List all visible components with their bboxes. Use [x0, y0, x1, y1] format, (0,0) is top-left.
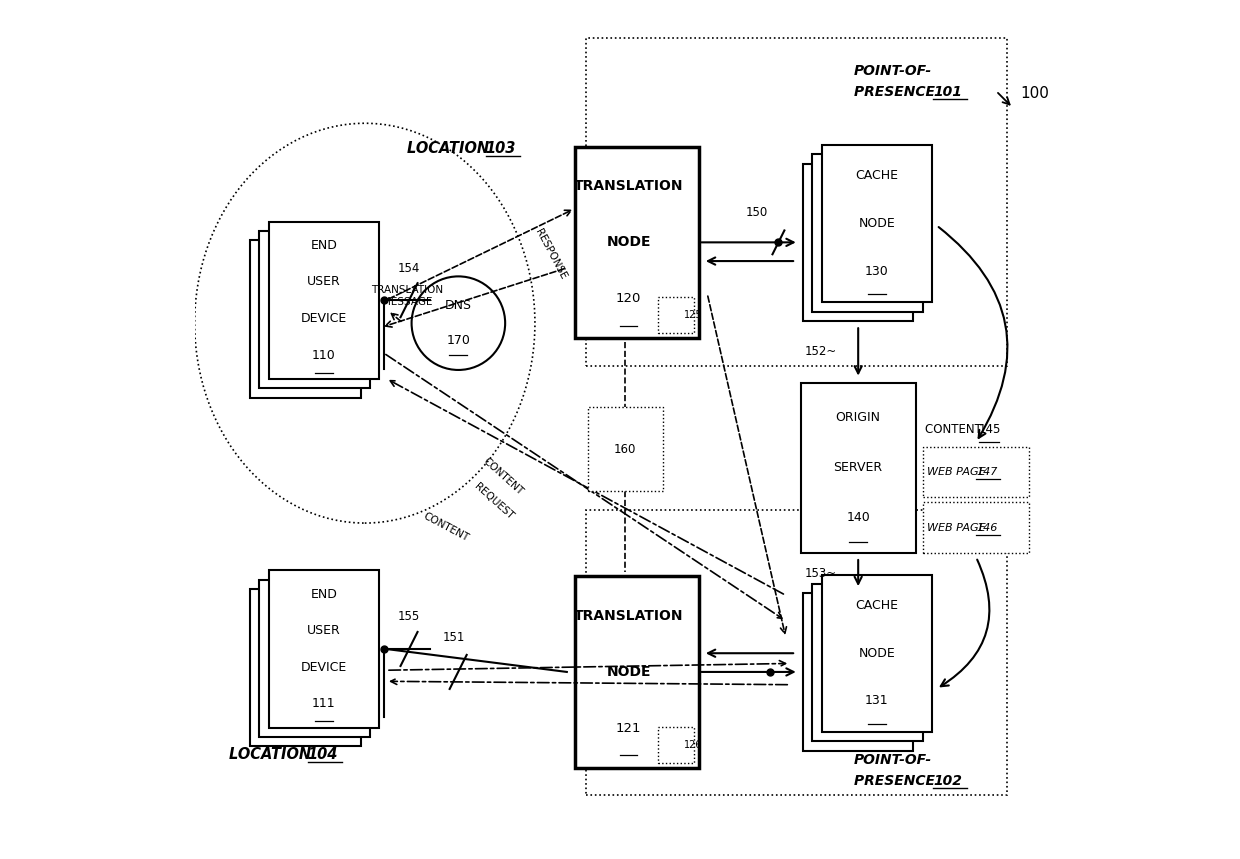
Bar — [588, 407, 662, 490]
Text: LOCATION: LOCATION — [228, 747, 316, 762]
Text: 102: 102 — [932, 774, 962, 788]
Bar — [822, 575, 932, 732]
Text: END: END — [310, 239, 337, 252]
Text: 147: 147 — [976, 466, 998, 477]
Text: 146: 146 — [976, 522, 998, 533]
Text: CONTENT: CONTENT — [925, 423, 985, 436]
Text: 152~: 152~ — [805, 345, 837, 358]
Text: TRANSLATION: TRANSLATION — [574, 609, 683, 623]
Text: 151: 151 — [443, 631, 465, 644]
Text: DEVICE: DEVICE — [301, 312, 347, 325]
Text: DNS: DNS — [445, 299, 472, 312]
Bar — [801, 383, 915, 553]
Bar — [923, 503, 1029, 553]
Text: WEB PAGE: WEB PAGE — [928, 522, 990, 533]
Text: 101: 101 — [932, 85, 962, 99]
Text: 111: 111 — [312, 698, 336, 710]
Text: DEVICE: DEVICE — [301, 661, 347, 673]
Text: POINT-OF-: POINT-OF- — [854, 752, 932, 766]
Text: CACHE: CACHE — [856, 599, 899, 612]
Bar — [923, 447, 1029, 497]
Text: NODE: NODE — [606, 235, 651, 249]
Text: NODE: NODE — [858, 647, 895, 660]
Text: ORIGIN: ORIGIN — [836, 411, 880, 424]
Text: 110: 110 — [312, 349, 336, 362]
Text: USER: USER — [308, 624, 341, 637]
Bar — [587, 38, 1007, 366]
Text: 126: 126 — [684, 740, 703, 750]
Bar — [812, 584, 923, 741]
Text: WEB PAGE: WEB PAGE — [928, 466, 990, 477]
Text: 130: 130 — [866, 265, 889, 277]
Text: SERVER: SERVER — [833, 461, 883, 474]
Text: REQUEST: REQUEST — [472, 482, 516, 521]
Text: 140: 140 — [847, 511, 870, 524]
Text: 145: 145 — [980, 423, 1002, 436]
Bar — [802, 594, 914, 751]
Text: NODE: NODE — [858, 217, 895, 230]
Text: CONTENT: CONTENT — [422, 511, 470, 544]
Bar — [658, 297, 693, 333]
Text: 154: 154 — [398, 262, 420, 275]
Text: 125: 125 — [684, 310, 703, 320]
Bar — [575, 147, 698, 338]
Bar — [822, 145, 932, 302]
Text: NODE: NODE — [606, 665, 651, 679]
Text: 155: 155 — [398, 611, 420, 624]
Bar — [802, 164, 914, 321]
Text: 160: 160 — [614, 442, 636, 455]
Bar — [259, 231, 370, 388]
Text: LOCATION: LOCATION — [407, 141, 495, 156]
Text: 100: 100 — [1019, 86, 1049, 101]
Bar — [259, 580, 370, 737]
Text: 170: 170 — [446, 334, 470, 347]
Text: PRESENCE: PRESENCE — [854, 774, 940, 788]
Text: CONTENT: CONTENT — [481, 456, 525, 497]
Text: 153~: 153~ — [805, 567, 837, 580]
Text: 104: 104 — [308, 747, 339, 762]
Text: PRESENCE: PRESENCE — [854, 85, 940, 99]
Text: 150: 150 — [746, 205, 769, 218]
Circle shape — [412, 277, 505, 370]
Bar — [269, 222, 379, 379]
Text: 120: 120 — [616, 292, 641, 305]
Text: POINT-OF-: POINT-OF- — [854, 64, 932, 77]
Bar — [658, 727, 693, 763]
Text: 121: 121 — [616, 722, 641, 734]
Text: USER: USER — [308, 276, 341, 289]
Bar — [812, 155, 923, 312]
Bar — [250, 589, 361, 746]
Bar — [250, 241, 361, 398]
Text: 131: 131 — [866, 694, 889, 708]
Text: 103: 103 — [486, 141, 516, 156]
Text: END: END — [310, 588, 337, 600]
Text: TRANSLATION
MESSAGE: TRANSLATION MESSAGE — [371, 285, 444, 307]
Bar — [269, 570, 379, 728]
Text: RESPONSE: RESPONSE — [533, 228, 568, 281]
Bar — [587, 510, 1007, 795]
Text: TRANSLATION: TRANSLATION — [574, 179, 683, 193]
Text: CACHE: CACHE — [856, 169, 899, 182]
Bar — [575, 576, 698, 768]
